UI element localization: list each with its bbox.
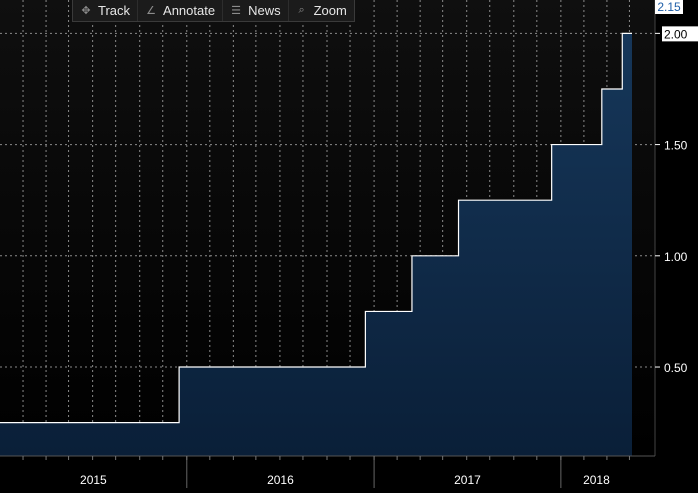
- axis-max-tag: 2.15: [655, 0, 683, 14]
- news-button[interactable]: ☰ News: [223, 0, 289, 21]
- x-tick-label: 2018: [583, 473, 610, 487]
- x-tick-label: 2015: [80, 473, 107, 487]
- news-icon: ☰: [231, 5, 242, 17]
- y-tick-label: 1.00: [664, 250, 688, 264]
- zoom-label: Zoom: [313, 3, 347, 18]
- y-tick-label: 0.50: [664, 361, 688, 375]
- series-line: [0, 32, 632, 424]
- x-tick-label: 2016: [267, 473, 294, 487]
- track-button[interactable]: ✥ Track: [73, 0, 139, 21]
- series-area: [0, 33, 632, 457]
- current-value-box: [662, 26, 698, 42]
- chart-toolbar: ✥ Track ∠ Annotate ☰ News ⌕ Zoom: [72, 0, 355, 22]
- annotate-button[interactable]: ∠ Annotate: [138, 0, 224, 21]
- news-label: News: [248, 3, 281, 18]
- pencil-icon: ∠: [146, 5, 156, 17]
- track-label: Track: [98, 3, 131, 18]
- crosshair-icon: ✥: [81, 5, 91, 17]
- annotate-label: Annotate: [163, 3, 216, 18]
- y-tick-label: 1.50: [664, 139, 688, 153]
- magnifier-icon: ⌕: [298, 4, 305, 16]
- zoom-button[interactable]: ⌕ Zoom: [289, 0, 354, 21]
- x-tick-label: 2017: [454, 473, 481, 487]
- y-tick-label: 2.00: [664, 27, 688, 41]
- x-axis-strip: [0, 456, 698, 488]
